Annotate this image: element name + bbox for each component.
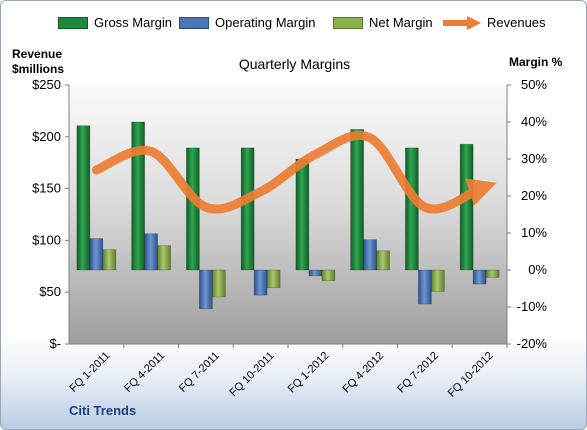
bar-net-margin-fq-10-2012 [485,269,500,278]
x-tick-label-fq-4-2011: FQ 4-2011 [122,350,167,395]
bar-net-margin-fq-10-2011 [266,269,281,289]
left-axis-title-line-2: $millions [12,62,65,76]
bar-operating-margin-fq-4-2012 [363,239,377,271]
chart-title: Quarterly Margins [238,56,351,72]
left-tick-label-1: $50 [39,284,61,299]
bar-operating-margin-fq-4-2011 [144,233,158,271]
legend-swatch-net-margin [333,16,363,29]
bar-net-margin-fq-4-2012 [376,250,390,271]
bar-operating-margin-fq-10-2011 [253,269,268,296]
left-tick-label-5: $250 [32,77,61,92]
bar-operating-margin-fq-1-2011 [89,238,104,271]
bar-operating-margin-fq-10-2012 [472,269,487,285]
left-tick-label-0: $- [49,336,61,351]
right-tick-label-5: 30% [521,151,547,166]
right-tick-label-1: -10% [517,299,548,314]
legend-label-net-margin: Net Margin [369,15,433,30]
footer-note: Citi Trends [69,403,137,418]
legend-swatch-operating-margin [179,16,209,29]
bar-gross-margin-fq-10-2012 [459,143,474,271]
right-tick-label-4: 20% [521,188,547,203]
bar-net-margin-fq-7-2012 [431,269,445,292]
legend-swatch-gross-margin [58,16,88,29]
x-tick-label-fq-7-2011: FQ 7-2011 [177,350,222,395]
legend-arrow-icon [443,15,481,30]
bar-net-margin-fq-1-2012 [321,269,336,282]
legend-item-operating-margin: Operating Margin [179,15,315,30]
left-axis-title-line-1: Revenue [12,47,63,61]
bar-gross-margin-fq-10-2011 [240,147,255,271]
legend-label-revenues: Revenues [487,15,546,30]
left-tick-label-2: $100 [32,232,61,247]
bar-gross-margin-fq-1-2011 [76,125,91,271]
right-tick-label-6: 40% [521,114,547,129]
right-tick-label-7: 50% [521,77,547,92]
left-tick-label-4: $200 [32,129,61,144]
x-tick-label-fq-1-2012: FQ 1-2012 [286,350,332,396]
right-tick-label-0: -20% [517,336,548,351]
bar-gross-margin-fq-7-2011 [186,147,200,271]
x-tick-label-fq-10-2011: FQ 10-2011 [227,350,276,399]
x-tick-label-fq-7-2012: FQ 7-2012 [395,350,441,396]
legend-item-net-margin: Net Margin [333,15,433,30]
bar-net-margin-fq-7-2011 [212,269,226,298]
bar-gross-margin-fq-1-2012 [295,158,310,271]
legend-item-gross-margin: Gross Margin [58,15,172,30]
bar-gross-margin-fq-4-2012 [350,129,364,271]
legend-item-revenues: Revenues [441,15,546,30]
legend-label-operating-margin: Operating Margin [215,15,316,30]
bar-net-margin-fq-1-2011 [102,249,117,271]
series-line-revenues [91,130,497,214]
bar-operating-margin-fq-7-2011 [199,269,213,310]
bar-operating-margin-fq-1-2012 [308,269,323,277]
bar-gross-margin-fq-4-2011 [131,121,145,271]
right-axis-title: Margin % [509,55,563,69]
bar-gross-margin-fq-7-2012 [405,147,419,271]
left-tick-label-3: $150 [32,181,61,196]
right-tick-label-2: 0% [528,262,547,277]
x-tick-label-fq-4-2012: FQ 4-2012 [341,350,387,396]
bar-net-margin-fq-4-2011 [157,245,171,271]
right-tick-label-3: 10% [521,225,547,240]
legend: Gross Margin Operating Margin Net Margin… [1,15,586,35]
left-axis-title: Revenue $millions [12,47,64,77]
bar-operating-margin-fq-7-2012 [418,269,432,305]
x-tick-label-fq-10-2012: FQ 10-2012 [446,350,496,400]
x-tick-label-fq-1-2011: FQ 1-2011 [67,350,112,395]
legend-label-gross-margin: Gross Margin [94,15,173,30]
